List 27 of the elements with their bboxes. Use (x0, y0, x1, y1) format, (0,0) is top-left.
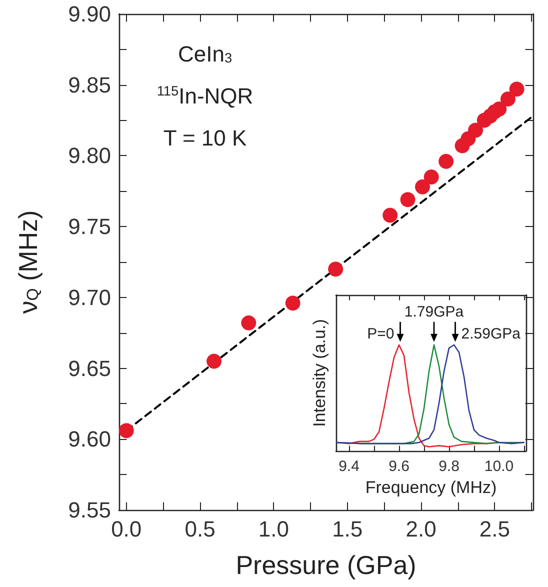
x-tick-label: 2.5 (479, 516, 510, 542)
y-tick-label: 9.70 (68, 284, 111, 310)
y-tick-label: 9.90 (68, 2, 111, 26)
x-tick-label: 1.5 (332, 516, 363, 542)
x-axis-title: Pressure (GPa) (236, 550, 416, 580)
x-tick-label: 9.8 (438, 458, 460, 475)
y-axis-title: Intensity (a.u.) (310, 319, 329, 427)
x-tick-label: 0.5 (184, 516, 216, 542)
annotation: CeIn3 (178, 42, 232, 66)
annotation: 1.79GPa (404, 303, 464, 320)
x-tick-label: 10.0 (484, 458, 514, 475)
x-tick-label: 0.0 (111, 516, 142, 542)
y-tick-label: 9.55 (68, 498, 111, 522)
x-tick-label: 1.0 (258, 516, 289, 542)
annotation: 2.59GPa (461, 325, 522, 342)
x-axis-title: Frequency (MHz) (365, 478, 497, 497)
y-axis-title: νQ (MHz) (13, 210, 43, 314)
x-tick-label: 9.4 (338, 458, 360, 475)
annotation: T = 10 K (163, 126, 248, 150)
y-tick-label: 9.75 (68, 214, 111, 240)
y-tick-label: 9.65 (68, 356, 111, 381)
y-tick-label: 9.85 (68, 72, 111, 98)
annotation: P=0 (367, 325, 394, 342)
y-tick-label: 9.80 (68, 143, 111, 168)
x-tick-label: 9.6 (388, 458, 410, 475)
x-tick-label: 2.0 (406, 516, 436, 542)
y-tick-label: 9.60 (68, 426, 111, 452)
